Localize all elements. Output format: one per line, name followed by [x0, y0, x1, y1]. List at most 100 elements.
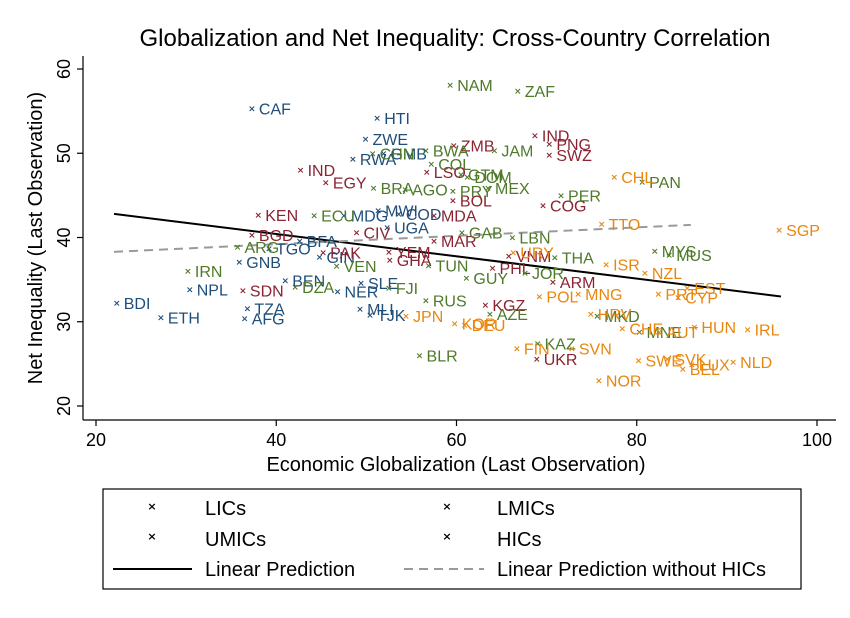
point-marker: × — [427, 160, 435, 170]
point-label: GUY — [473, 271, 508, 288]
point-label: GTM — [468, 167, 504, 184]
legend-label-umics: UMICs — [205, 529, 266, 551]
point-label: LSO — [434, 165, 466, 182]
point-marker: × — [557, 191, 565, 201]
y-tick-label: 20 — [54, 396, 74, 416]
point-marker: × — [281, 276, 289, 286]
point-label: IND — [542, 129, 570, 146]
point-marker: × — [319, 249, 327, 259]
point-label: IRN — [195, 264, 223, 281]
x-tick-label: 20 — [86, 430, 106, 450]
point-label: MYS — [662, 244, 697, 261]
point-label: JPN — [413, 309, 443, 326]
point-marker: × — [636, 328, 644, 338]
point-marker: × — [674, 293, 682, 303]
point-marker: × — [316, 253, 324, 263]
point-marker: × — [729, 358, 737, 368]
point-label: AFG — [252, 311, 285, 328]
point-marker: × — [353, 228, 361, 238]
point-marker: × — [184, 267, 192, 277]
point-label: AZE — [497, 307, 528, 324]
point-marker: × — [457, 170, 465, 180]
point-marker: × — [374, 207, 382, 217]
point-label: TZA — [254, 301, 285, 318]
point-marker: × — [297, 166, 305, 176]
y-tick-label: 60 — [54, 59, 74, 79]
point-marker: × — [539, 201, 547, 211]
y-tick-label: 30 — [54, 312, 74, 332]
legend-marker-lics: × — [147, 500, 156, 513]
x-axis-ticks: 20 40 60 80 100 — [86, 420, 832, 450]
point-label: DOM — [474, 170, 511, 187]
point-label: PNG — [556, 137, 591, 154]
point-marker: × — [186, 286, 194, 296]
x-tick-label: 60 — [446, 430, 466, 450]
point-label: AGO — [412, 182, 448, 199]
legend: × LICs × LMICs × UMICs × HICs Linear Pre… — [102, 488, 802, 590]
fit-line-all — [113, 212, 782, 298]
point-label: PHL — [500, 261, 531, 278]
point-marker: × — [534, 340, 542, 350]
point-label: ZWE — [372, 132, 408, 149]
point-marker: × — [386, 256, 394, 266]
point-label: BWA — [433, 144, 469, 161]
point-label: TGO — [276, 241, 311, 258]
point-label: SVN — [579, 342, 612, 359]
point-marker: × — [236, 258, 244, 268]
point-label: NZL — [652, 266, 682, 283]
point-label: MEX — [495, 181, 530, 198]
point-marker: × — [248, 231, 256, 241]
point-marker: × — [482, 301, 490, 311]
point-marker: × — [425, 261, 433, 271]
point-label: BDI — [124, 296, 151, 313]
point-marker: × — [574, 290, 582, 300]
point-label: CAF — [259, 102, 291, 119]
point-marker: × — [369, 149, 377, 159]
point-label: KAZ — [545, 337, 576, 354]
point-marker: × — [691, 323, 699, 333]
point-label: GAB — [469, 225, 503, 242]
point-marker: × — [546, 151, 554, 161]
point-marker: × — [655, 290, 663, 300]
y-axis-title: Net Inequality (Last Observation) — [25, 92, 47, 384]
point-marker: × — [254, 211, 262, 221]
point-label: THA — [562, 251, 594, 268]
point-marker: × — [450, 142, 458, 152]
point-label: SWE — [646, 354, 682, 371]
point-label: VNM — [516, 249, 552, 266]
point-marker: × — [248, 105, 256, 115]
point-marker: × — [383, 223, 391, 233]
point-marker: × — [509, 234, 517, 244]
point-marker: × — [688, 361, 696, 371]
point-label: CHE — [629, 321, 663, 338]
point-label: CHL — [621, 170, 653, 187]
point-label: ARM — [560, 275, 596, 292]
point-marker: × — [157, 314, 165, 324]
point-label: IND — [308, 163, 336, 180]
point-label: TTO — [609, 217, 641, 234]
point-label: PAK — [330, 246, 361, 263]
point-marker: × — [619, 324, 627, 334]
point-marker: × — [484, 184, 492, 194]
point-label: ISR — [613, 257, 640, 274]
point-marker: × — [310, 212, 318, 222]
point-label: SWZ — [556, 148, 592, 165]
point-label: BOL — [460, 193, 492, 210]
point-label: NPL — [197, 283, 228, 300]
point-marker: × — [486, 310, 494, 320]
point-marker: × — [362, 135, 370, 145]
point-label: ZMB — [461, 139, 495, 156]
point-label: FJI — [396, 281, 418, 298]
point-label: PRY — [460, 184, 493, 201]
point-label: FIN — [524, 342, 550, 359]
point-label: ZAF — [525, 84, 555, 101]
point-marker: × — [505, 252, 513, 262]
point-label: KGZ — [492, 298, 525, 315]
point-label: BGD — [259, 228, 294, 245]
point-marker: × — [598, 220, 606, 230]
point-marker: × — [638, 178, 646, 188]
point-marker: × — [651, 247, 659, 257]
point-label: KEN — [265, 208, 298, 225]
point-marker: × — [446, 81, 454, 91]
